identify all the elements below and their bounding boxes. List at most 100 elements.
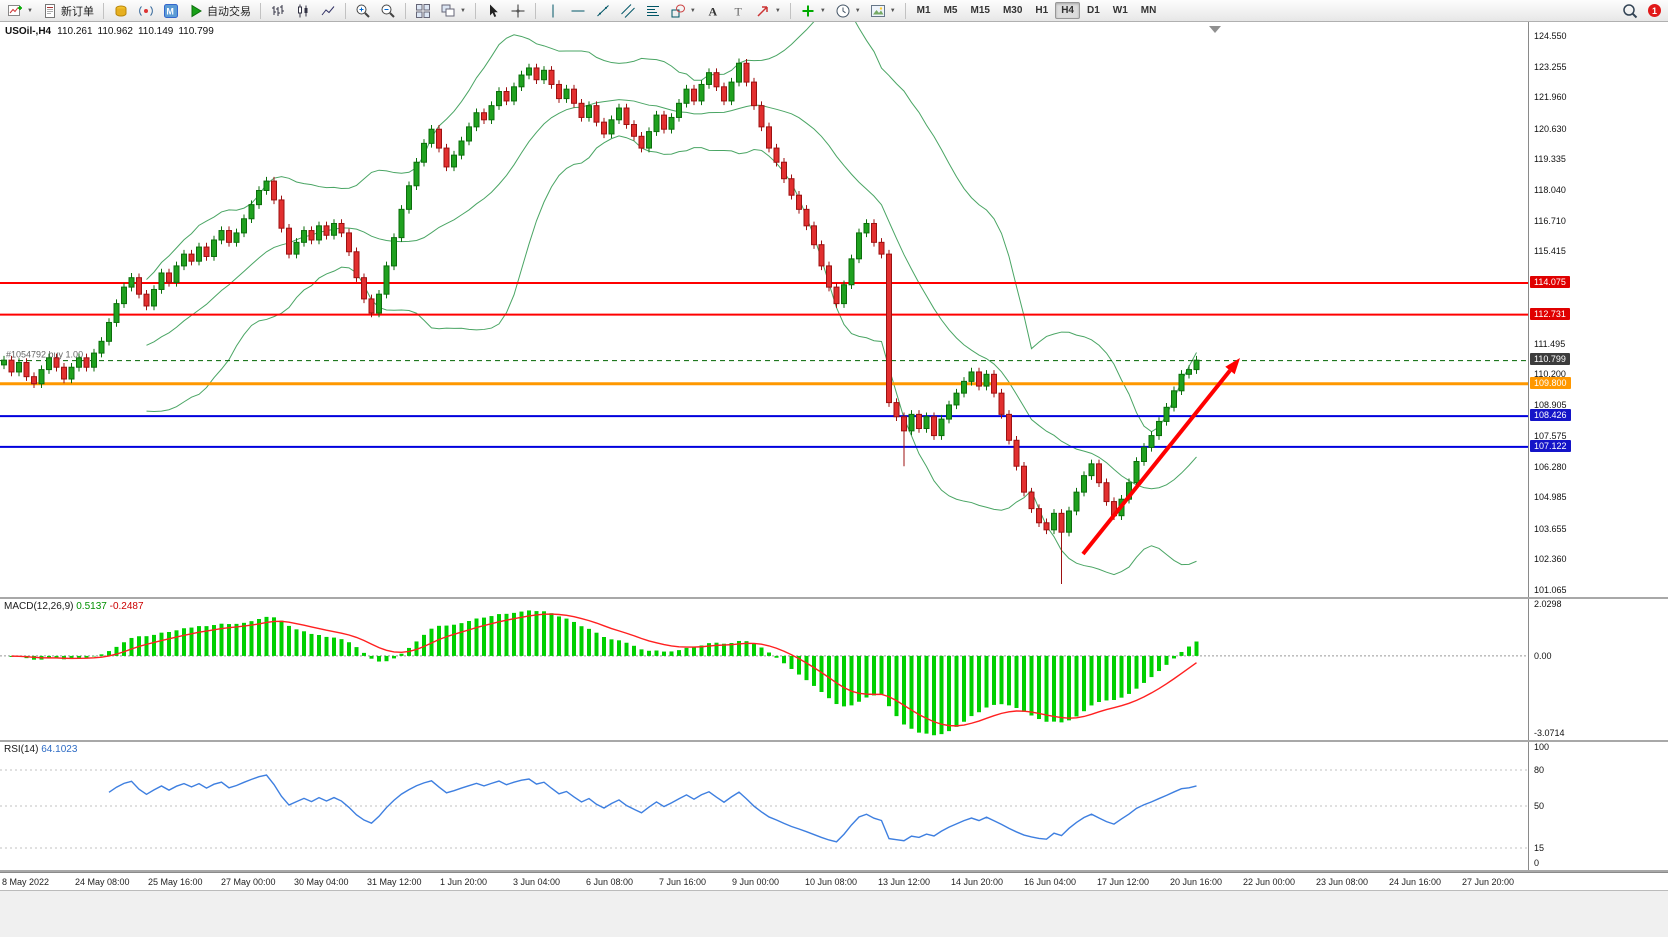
rsi-axis[interactable]: 100 80 50 15 0 — [1528, 742, 1668, 870]
zoom-out-button[interactable] — [376, 0, 400, 21]
market-icon — [113, 3, 129, 19]
bar-chart-mode-button[interactable] — [266, 0, 290, 21]
caret-down-icon: ▼ — [27, 7, 33, 14]
notifications-badge[interactable]: 1 — [1648, 4, 1661, 17]
price-tick: 108.905 — [1534, 399, 1567, 410]
rsi-line — [108, 774, 1197, 843]
new-order-button[interactable]: 新订单 — [38, 0, 98, 21]
market-button[interactable] — [109, 0, 133, 21]
text-tool-button[interactable]: A — [701, 0, 725, 21]
indicators-button[interactable]: ▼ — [796, 0, 830, 21]
price-tick: 101.065 — [1534, 584, 1567, 595]
zoom-in-button[interactable] — [351, 0, 375, 21]
time-axis-label: 10 Jun 08:00 — [805, 877, 858, 887]
macd-axis[interactable]: 2.0298 0.00 -3.0714 — [1528, 599, 1668, 740]
line-chart-mode-button[interactable] — [316, 0, 340, 21]
timeframe-d1-button[interactable]: D1 — [1086, 5, 1100, 16]
search-button[interactable] — [1618, 0, 1642, 21]
new-order-button-label: 新订单 — [60, 5, 94, 18]
trendline-tool-button[interactable] — [591, 0, 615, 21]
cursor-tool-button[interactable] — [481, 0, 505, 21]
price-axis[interactable]: 124.550 123.255 121.960 120.630 119.335 118.0… — [1528, 22, 1668, 597]
panel-splitter[interactable] — [0, 740, 1668, 742]
text-icon: A — [705, 3, 721, 19]
periods-button[interactable]: ▼ — [831, 0, 865, 21]
fibonacci-tool-button[interactable] — [641, 0, 665, 21]
svg-text:M: M — [166, 6, 174, 16]
crosshair-icon — [510, 3, 526, 19]
rsi-title: RSI(14) — [4, 744, 39, 755]
price-tick: 110.200 — [1534, 369, 1566, 380]
auto-trading-button[interactable]: 自动交易 — [184, 0, 255, 21]
caret-down-icon: ▼ — [889, 7, 896, 14]
time-axis-label: 24 May 08:00 — [75, 877, 130, 887]
trend-icon — [595, 3, 611, 19]
price-tick: 106.280 — [1534, 461, 1567, 472]
time-axis-label: 27 May 00:00 — [221, 877, 276, 887]
price-badge-108.426: 108.426 — [1530, 409, 1571, 422]
mql5-community-button[interactable]: M — [159, 0, 183, 21]
timeframe-m5-button[interactable]: M5 — [943, 5, 958, 16]
panel-splitter[interactable] — [0, 870, 1668, 872]
chart-shift-marker[interactable] — [1209, 26, 1221, 33]
horizontal-line-tool-button[interactable] — [566, 0, 590, 21]
new-chart-button[interactable]: ▼ — [3, 0, 37, 21]
timeframe-m30-button[interactable]: M30 — [1002, 5, 1023, 16]
bars-icon — [270, 3, 286, 19]
svg-text:T: T — [734, 4, 742, 18]
macd-canvas[interactable] — [0, 599, 1528, 740]
toolbar-left: ▼ 新订单 M 自动交易 ▼ ▼ A T ▼ ▼ ▼ ▼ M1 M5 M15 M30 H1 H4 D1 W1 MN — [3, 0, 1618, 21]
time-axis-label: 23 Jun 08:00 — [1316, 877, 1369, 887]
macd-axis-label: 2.0298 — [1534, 599, 1562, 609]
channel-tool-button[interactable] — [616, 0, 640, 21]
toolbar-separator — [344, 2, 346, 19]
arrowtool-icon — [755, 3, 771, 19]
toolbar-separator — [904, 2, 906, 19]
ohlc-open: 110.261 — [57, 26, 93, 37]
time-axis-label: 31 May 12:00 — [367, 877, 422, 887]
timeframe-mn-button[interactable]: MN — [1140, 5, 1157, 16]
clock-icon — [835, 3, 851, 19]
tile-icon — [415, 3, 431, 19]
macd-signal-line — [11, 613, 1197, 727]
crosshair-tool-button[interactable] — [506, 0, 530, 21]
price-tick: 104.985 — [1534, 492, 1567, 503]
price-tick: 116.710 — [1534, 215, 1566, 226]
price-badge-114.075: 114.075 — [1530, 275, 1570, 288]
macd-panel: MACD(12,26,9) 0.5137 -0.2487 — [0, 599, 1528, 740]
chart-add-icon — [7, 3, 23, 19]
macd-title: MACD(12,26,9) — [4, 601, 74, 612]
toolbar-separator — [259, 2, 261, 19]
arrows-tool-button[interactable]: ▼ — [751, 0, 785, 21]
toolbar-separator — [474, 2, 476, 19]
rsi-value: 64.1023 — [41, 744, 78, 755]
symbol-timeframe-label: USOil-,H4 — [5, 26, 52, 37]
templates-button[interactable]: ▼ — [866, 0, 900, 21]
timeframe-h4-button[interactable]: H4 — [1055, 2, 1080, 19]
caret-down-icon: ▼ — [854, 7, 861, 14]
bollinger-lower-line — [146, 135, 1197, 576]
price-badge-110.799: 110.799 — [1530, 353, 1570, 366]
shapes-tool-button[interactable]: ▼ — [666, 0, 700, 21]
timeframe-m15-button[interactable]: M15 — [970, 5, 990, 16]
rsi-canvas[interactable] — [0, 742, 1528, 870]
cursor-icon — [485, 3, 501, 19]
vertical-line-tool-button[interactable] — [541, 0, 565, 21]
hline-icon — [570, 3, 586, 19]
timeframe-m1-button[interactable]: M1 — [916, 5, 931, 16]
trend-arrow[interactable] — [1081, 358, 1240, 556]
arrange-windows-button[interactable]: ▼ — [436, 0, 470, 21]
panel-splitter[interactable] — [0, 597, 1668, 599]
tile-windows-button[interactable] — [411, 0, 435, 21]
label-tool-button[interactable]: T — [726, 0, 750, 21]
indicators-icon — [800, 3, 816, 19]
candlestick-mode-button[interactable] — [291, 0, 315, 21]
price-chart-canvas[interactable]: #1054792 buy 1.00 — [0, 22, 1528, 597]
rsi-axis-label: 0 — [1534, 858, 1540, 868]
timeframe-h1-button[interactable]: H1 — [1035, 5, 1049, 16]
signals-button[interactable] — [134, 0, 158, 21]
price-tick: 102.360 — [1534, 554, 1567, 565]
timeframe-w1-button[interactable]: W1 — [1112, 5, 1128, 16]
fibo-icon — [645, 3, 661, 19]
time-axis[interactable]: 8 May 2022 24 May 08:00 25 May 16:00 27 May… — [0, 872, 1668, 891]
